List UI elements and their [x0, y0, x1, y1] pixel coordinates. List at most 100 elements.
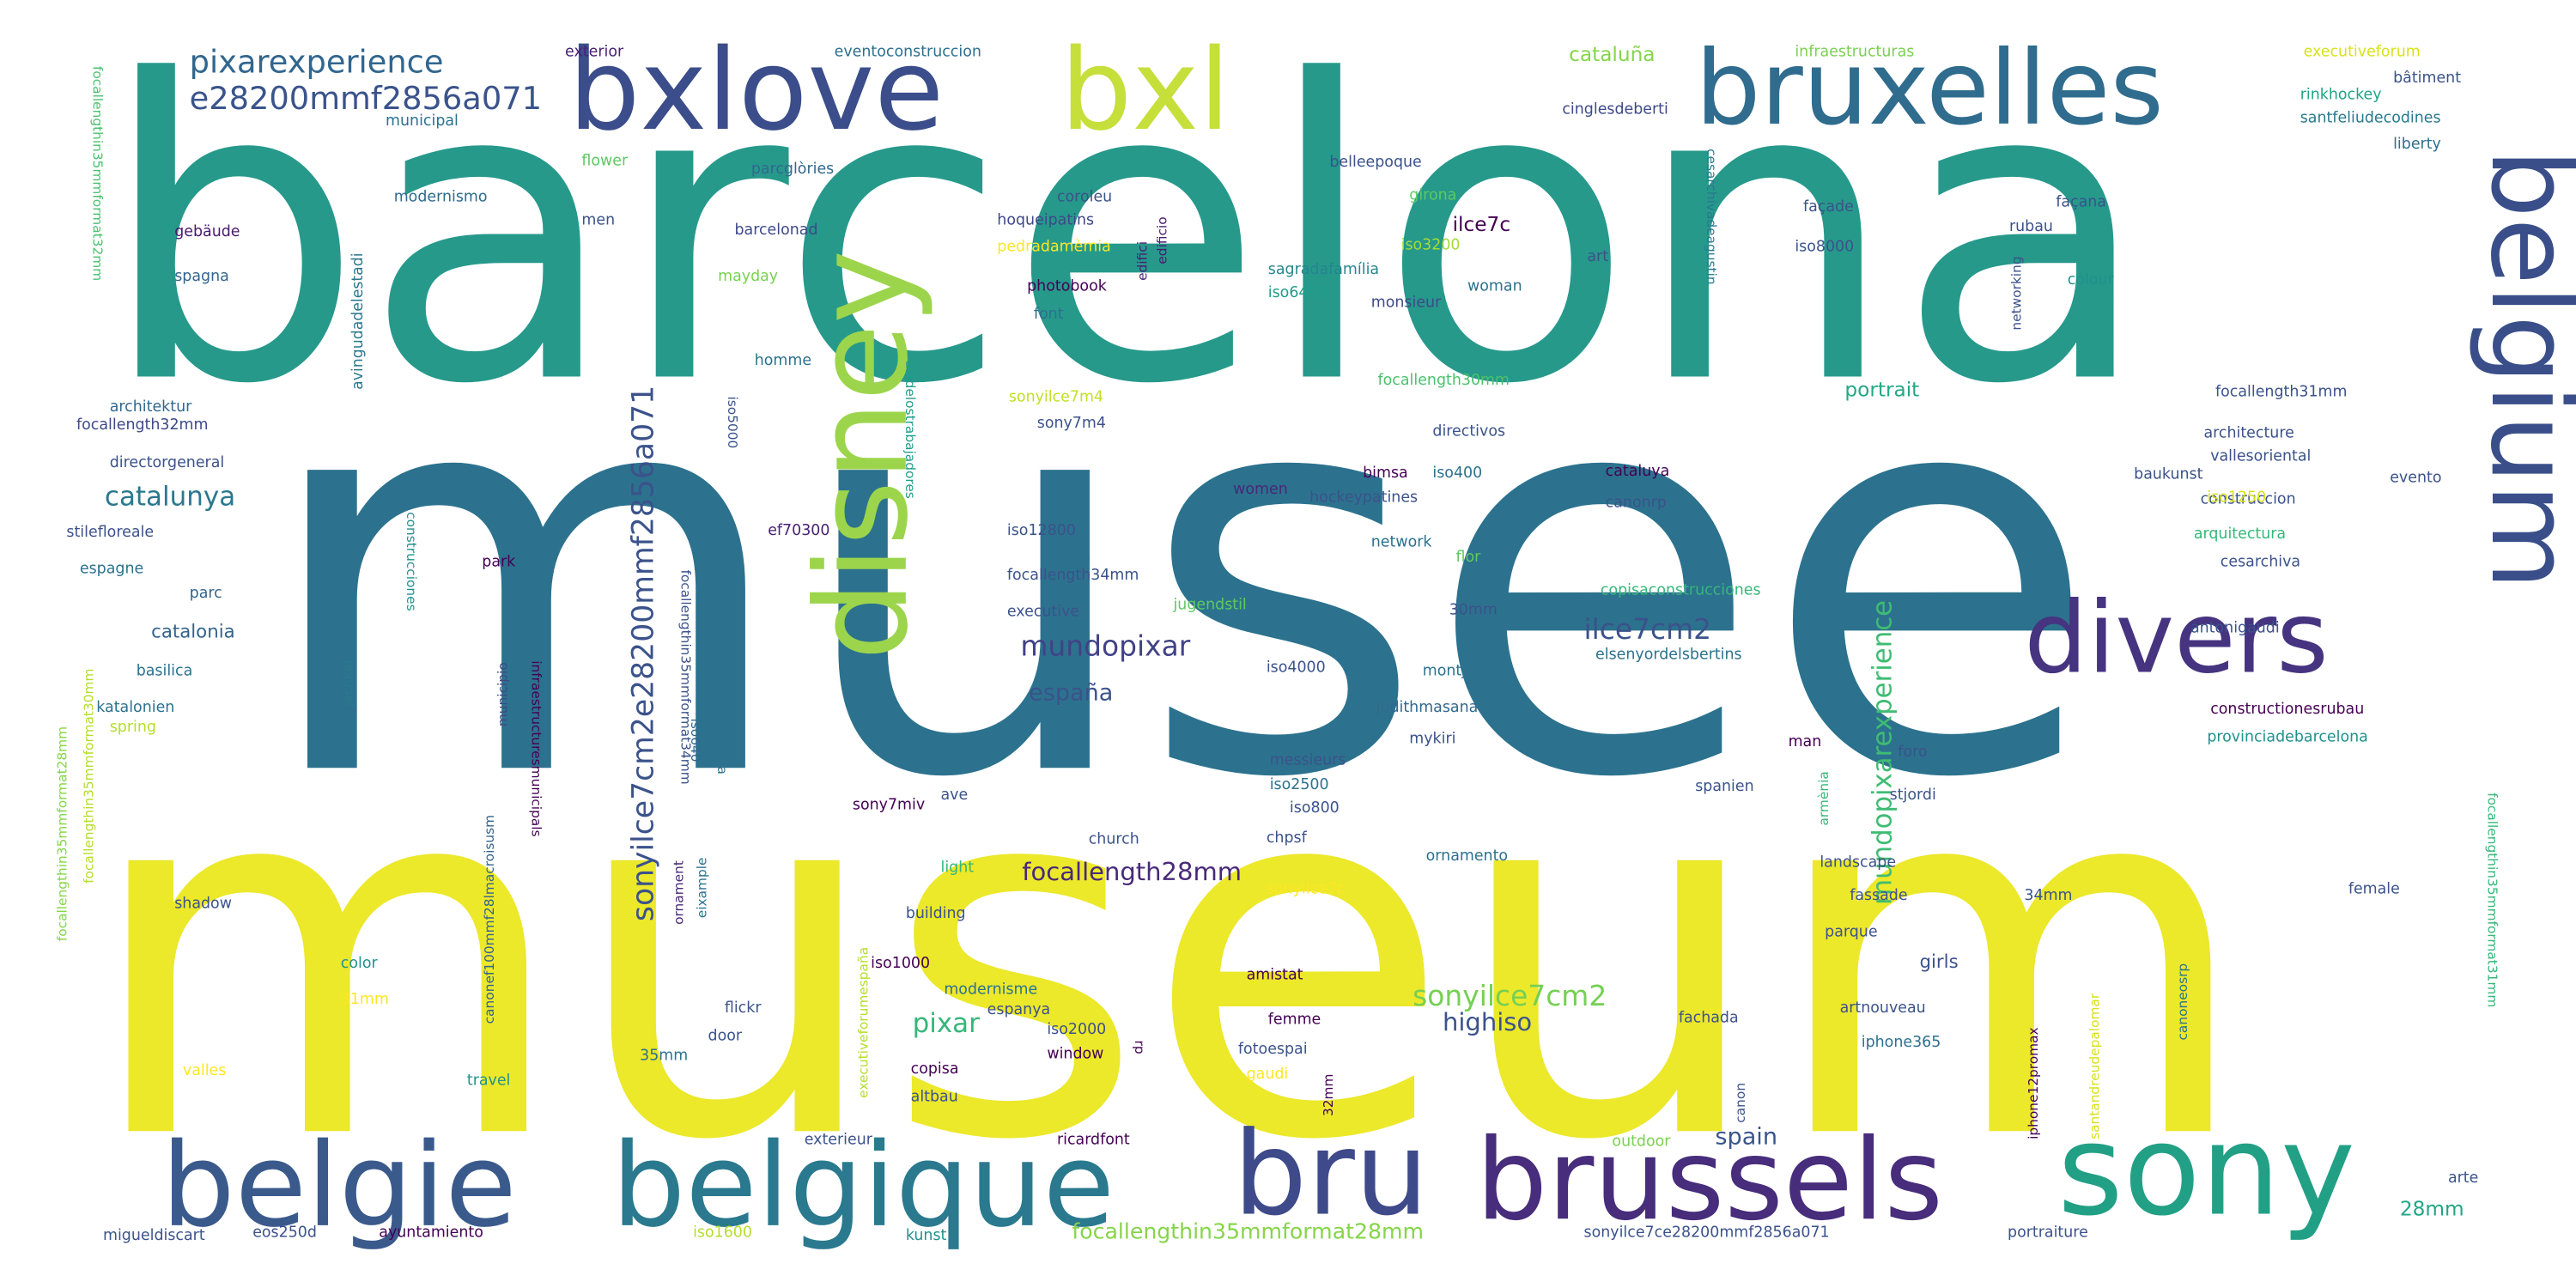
word-door: door	[708, 1028, 743, 1045]
word-hoqueipatins: hoqueipatins	[997, 212, 1094, 229]
word-amistat: amistat	[1247, 966, 1303, 983]
word-diadelostrabajadores: diadelostrabajadores	[902, 360, 918, 499]
word-pixarexperience: pixarexperience	[190, 44, 444, 81]
word-jachkar: jachkar	[340, 658, 355, 708]
word-focallength31mm: focallength31mm	[2215, 384, 2347, 401]
word-bruxelles: bruxelles	[1695, 30, 2164, 149]
word-bxl: bxl	[1060, 24, 1230, 155]
word-arquitectura: arquitectura	[2194, 526, 2286, 543]
word-facade: façade	[1803, 198, 1854, 216]
word-color: color	[341, 955, 379, 972]
word-stjordi: stjordi	[1890, 787, 1936, 804]
word-mundopixar: mundopixar	[1020, 630, 1190, 663]
word-girona: girona	[1409, 187, 1456, 204]
word-fotoespai: fotoespai	[1238, 1041, 1308, 1058]
word-font: font	[1034, 306, 1064, 323]
word-photobook: photobook	[1027, 278, 1107, 295]
word-belgium: belgium	[2466, 149, 2576, 590]
word-disney: disney	[788, 250, 936, 661]
word-edifici: edifici	[1134, 241, 1150, 281]
word-ornament: ornament	[671, 860, 686, 925]
word-iso1250: iso1250	[2207, 489, 2266, 507]
word-femme: femme	[1268, 1011, 1321, 1028]
word-brussels: brussels	[1476, 1115, 1943, 1246]
word-provinciadebarcelona: provinciadebarcelona	[2207, 729, 2368, 746]
word-bcn: bcn	[1064, 549, 1091, 566]
word-cataluya: cataluya	[1606, 463, 1670, 480]
word-iso3200: iso3200	[1401, 236, 1461, 253]
word-batiment: bâtiment	[2393, 70, 2461, 87]
word-vallesoriental: vallesoriental	[2210, 448, 2311, 465]
word-artnouveau: artnouveau	[1840, 999, 1926, 1017]
word-canonrp: canonrp	[1606, 494, 1667, 511]
word-ayuntamiento: ayuntamiento	[379, 1224, 483, 1241]
word-ilce7c: ilce7c	[1453, 214, 1510, 236]
word-iso800: iso800	[1290, 799, 1340, 817]
word-eixample: eixample	[695, 858, 710, 919]
word-portrait: portrait	[1844, 380, 1919, 402]
word-focallengthin35mmformat28mm-v: focallengthin35mmformat28mm	[54, 726, 70, 941]
word-constructionesrubau: constructionesrubau	[2210, 701, 2364, 718]
word-arte: arte	[2448, 1170, 2478, 1187]
word-sony: sony	[2057, 1097, 2355, 1243]
word-sony7m4: sony7m4	[1037, 415, 1106, 432]
word-men: men	[581, 212, 615, 229]
word-parcglories: parcglòries	[751, 161, 834, 178]
word-iso8000: iso8000	[1795, 238, 1854, 255]
word-light: light	[940, 859, 974, 876]
word-network: network	[1371, 534, 1432, 551]
word-flor: flor	[1455, 549, 1481, 566]
word-canon: canon	[1733, 1083, 1748, 1123]
word-executiveforumespana: executiveforumespaña	[855, 947, 871, 1098]
word-basilica: basilica	[137, 663, 193, 680]
word-executive: executive	[1007, 603, 1079, 620]
word-pedradamemia: pedradamèmia	[997, 238, 1111, 255]
word-migueldiscart: migueldiscart	[103, 1227, 205, 1244]
word-fachada: fachada	[1679, 1009, 1739, 1026]
word-sony7miv: sony7miv	[853, 796, 925, 813]
word-pixar: pixar	[913, 1008, 981, 1039]
word-canoneosrp: canoneosrp	[2175, 963, 2190, 1041]
word-valles: valles	[183, 1062, 226, 1079]
word-focallengthin35mmformat28mm: focallengthin35mmformat28mm	[1072, 1218, 1424, 1243]
word-museum: museum	[83, 672, 2253, 1249]
word-shadow: shadow	[174, 896, 232, 913]
word-evento: evento	[2390, 470, 2441, 487]
word-spagna: spagna	[174, 268, 229, 285]
word-facana: façana	[2056, 193, 2106, 210]
word-ef70300: ef70300	[768, 522, 829, 539]
word-bxlove: bxlove	[568, 24, 944, 155]
word-iso640: iso640	[688, 719, 703, 762]
word-antonigaudi: antonigaudi	[2190, 620, 2280, 637]
word-iso12800: iso12800	[1007, 522, 1076, 539]
word-focallength28mm: focallength28mm	[1022, 857, 1242, 886]
word-gebaude: gebäude	[174, 223, 240, 240]
word-construccion: construccion	[2201, 491, 2296, 508]
word-woman: woman	[1467, 278, 1522, 295]
word-sonyilce7ce28200mmf2856a071: sonyilce7ce28200mmf2856a071	[1584, 1224, 1830, 1241]
word-portraiture: portraiture	[2008, 1224, 2088, 1241]
word-31mm: 31mm	[341, 991, 389, 1008]
word-construcciones: construcciones	[404, 512, 419, 611]
word-bimsa: bimsa	[1363, 465, 1408, 482]
word-exterior: exterior	[565, 43, 624, 60]
word-mykiri: mykiri	[1409, 730, 1455, 747]
word-eventoconstruccion: eventoconstruccion	[835, 43, 981, 60]
word-canonef100mmf28lmacroisusm: canonef100mmf28lmacroisusm	[482, 815, 497, 1024]
word-gaudi: gaudi	[1247, 1066, 1289, 1083]
word-mundopixarexperience: mundopixarexperience	[1867, 600, 1898, 905]
word-modernisme: modernisme	[944, 981, 1037, 999]
word-flickr: flickr	[725, 999, 762, 1017]
word-highiso: highiso	[1443, 1007, 1532, 1036]
word-focallengthin35mmformat32mm: focallengthin35mmformat32mm	[89, 66, 105, 281]
word-santfeliudecodines: santfeliudecodines	[2300, 109, 2441, 126]
word-iso2500: iso2500	[1270, 776, 1329, 793]
word-focallengthin35mmformat30mm: focallengthin35mmformat30mm	[81, 669, 96, 884]
word-32mm: 32mm	[1321, 1073, 1336, 1116]
word-ricardfont: ricardfont	[1057, 1132, 1130, 1149]
word-barcelona: barcelona	[100, 0, 2151, 474]
word-altbau: altbau	[911, 1089, 958, 1106]
word-elsenyordelsbertins: elsenyordelsbertins	[1595, 646, 1742, 663]
word-municipal: municipal	[386, 112, 459, 130]
